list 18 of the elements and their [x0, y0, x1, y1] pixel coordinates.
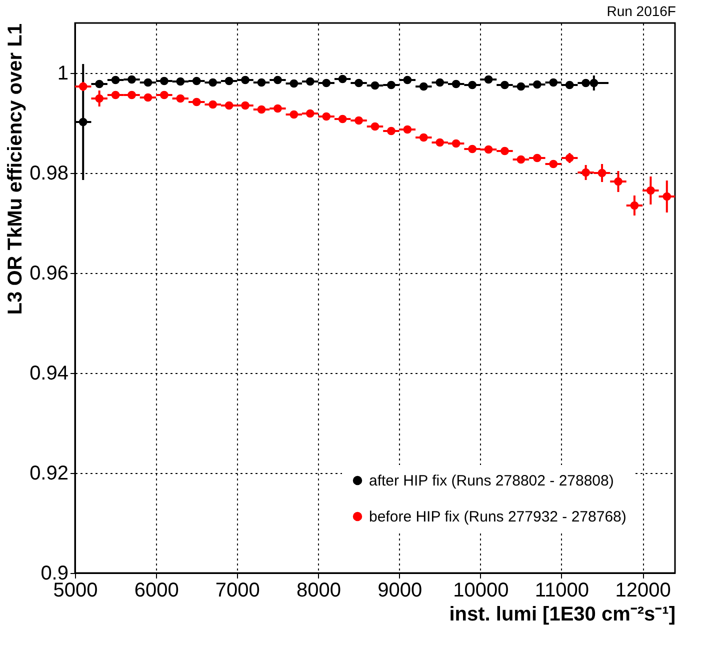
- x-axis-title: inst. lumi [1E30 cm⁻²s⁻¹]: [449, 604, 676, 626]
- y-tick-label: 0.96: [30, 262, 68, 284]
- x-tick-label: 8000: [296, 580, 341, 602]
- y-tick-label: 0.98: [30, 162, 68, 184]
- legend-label: before HIP fix (Runs 277932 - 278768): [369, 508, 626, 526]
- x-tick-label: 10000: [453, 580, 509, 602]
- x-tick-label: 7000: [215, 580, 260, 602]
- x-tick-label: 11000: [534, 580, 590, 602]
- y-axis-title: L3 OR TkMu efficiency over L1: [4, 24, 27, 315]
- y-tick-label: 0.94: [30, 362, 68, 384]
- x-tick-label: 5000: [53, 580, 98, 602]
- legend-label: after HIP fix (Runs 278802 - 278808): [369, 472, 614, 490]
- y-tick-label: 0.92: [30, 462, 68, 484]
- text: Run 2016F: [606, 3, 676, 19]
- x-tick-label: 12000: [615, 580, 671, 602]
- x-tick-label: 6000: [134, 580, 179, 602]
- y-tick-label: 1: [57, 62, 68, 84]
- x-tick-label: 9000: [378, 580, 422, 602]
